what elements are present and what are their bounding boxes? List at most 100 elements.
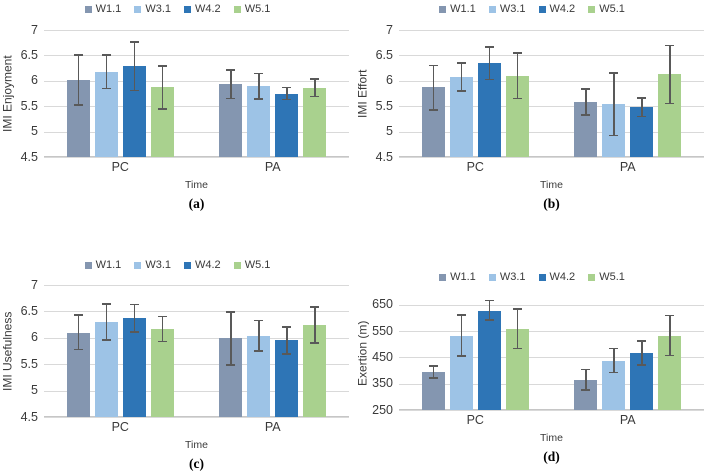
legend-swatch [134, 5, 142, 13]
legend-label: W1.1 [450, 3, 476, 15]
y-axis-tick-labels: 7 6.5 6 5.5 5 4.5 [15, 23, 44, 163]
legend: W1.1 W3.1 W4.2 W5.1 [0, 259, 355, 271]
gridline [44, 131, 349, 133]
error-bar [585, 369, 587, 391]
error-bar-cap-top [609, 347, 619, 349]
y-tick-label: 7 [31, 22, 38, 37]
error-bar-cap-top [226, 69, 236, 71]
legend-label: W4.2 [549, 3, 576, 15]
legend-item-w1.1: W1.1 [439, 271, 476, 283]
error-bar [77, 54, 79, 106]
bar-slot-w4.2 [122, 285, 146, 417]
error-bar-cap-top [254, 319, 264, 322]
legend-item-w4.2: W4.2 [184, 259, 221, 271]
y-tick-label: 5 [31, 124, 38, 139]
error-bar [286, 87, 288, 100]
error-bar-cap-bottom [609, 134, 619, 137]
y-tick-label: 7 [386, 22, 393, 37]
y-axis-tick-labels: 7 6.5 6 5.5 5 4.5 [370, 23, 399, 163]
gridline [44, 80, 349, 82]
error-bar-cap-bottom [456, 90, 466, 92]
legend-swatch [233, 5, 241, 13]
plot-area [44, 285, 350, 418]
error-bar [585, 88, 587, 115]
plot-area [44, 30, 349, 158]
error-bar-cap-top [428, 64, 438, 67]
error-bar-cap-top [581, 368, 591, 370]
error-bar-cap-top [310, 78, 320, 80]
bar-w1.1-pc [421, 87, 445, 157]
bar-w1.1-pa [219, 84, 243, 157]
x-category-labels: PC PA [399, 161, 704, 174]
category-label-pc: PC [111, 420, 129, 434]
bar-group-pa [552, 30, 705, 157]
legend-label: W1.1 [95, 259, 122, 271]
y-tick-label: 6 [386, 73, 393, 88]
chart-body: Exertion (m) 650 550 450 350 250 [355, 297, 709, 416]
x-axis-line [399, 409, 704, 410]
legend-swatch [134, 261, 142, 269]
category-label-pa: PA [619, 413, 636, 427]
legend-label: W4.2 [549, 271, 576, 283]
legend-swatch [488, 5, 496, 13]
error-bar [230, 70, 232, 99]
gridline [44, 390, 349, 392]
legend-item-w4.2: W4.2 [184, 3, 221, 15]
legend-item-w1.1: W1.1 [439, 3, 476, 15]
x-axis-line [44, 156, 349, 157]
error-bar [641, 98, 643, 117]
gridline [399, 157, 704, 158]
gridline [44, 417, 349, 418]
bar-slot-w1.1 [219, 285, 243, 417]
gridline [44, 30, 349, 31]
bar-w3.1-pc [449, 76, 473, 157]
legend-label: W3.1 [499, 3, 526, 15]
legend-swatch [84, 5, 92, 13]
gridline [399, 304, 704, 306]
error-bar [460, 63, 462, 91]
error-bar [314, 307, 316, 344]
error-bar-cap-top [637, 97, 647, 99]
error-bar [314, 78, 316, 97]
bar-w4.2-pa [275, 93, 299, 157]
bar-w3.1-pc [94, 71, 118, 157]
error-bar-cap-bottom [73, 104, 83, 106]
bar-w1.1-pa [219, 338, 243, 417]
error-bar [161, 66, 163, 109]
error-bar [516, 309, 518, 349]
bar-w5.1-pa [658, 336, 682, 410]
bar-w5.1-pc [150, 328, 174, 417]
error-bar-cap-bottom [254, 98, 264, 100]
error-bar [133, 304, 135, 332]
bar-w1.1-pc [421, 371, 445, 410]
error-bar-cap-top [157, 65, 167, 67]
bar-w3.1-pc [449, 336, 473, 410]
error-bar [258, 73, 260, 100]
x-axis-title: Time [540, 432, 563, 444]
bar-group-pa [197, 285, 350, 417]
y-tick-label: 5 [386, 124, 393, 139]
y-axis-title: Exertion (m) [355, 320, 370, 387]
legend-swatch [588, 5, 596, 13]
bar-slot-w4.2 [275, 285, 299, 417]
legend-label: W3.1 [145, 259, 171, 271]
chart-body: IMI Enjoyment 7 6.5 6 5.5 5 4.5 [0, 23, 355, 163]
plot-area [399, 297, 704, 411]
error-bar-cap-bottom [428, 109, 438, 111]
chart-panel-a-imi-enjoyment: W1.1 W3.1 W4.2 W5.1 IMI Enjoyment 7 6.5 6 5.5 5… [0, 0, 355, 238]
error-bar-cap-bottom [101, 339, 111, 341]
legend: W1.1 W3.1 W4.2 W5.1 [355, 271, 709, 283]
y-tick-label: 6 [31, 330, 38, 345]
chart-body: IMI Effort 7 6.5 6 5.5 5 4.5 [355, 23, 709, 163]
bar-slot-w1.1 [421, 297, 445, 410]
error-bar-cap-bottom [456, 355, 466, 357]
y-tick-label: 4.5 [20, 409, 38, 424]
error-bar-cap-top [484, 299, 494, 302]
bar-w5.1-pa [303, 87, 327, 157]
error-bar-cap-bottom [157, 340, 167, 343]
plot-area [399, 30, 705, 158]
gridline [399, 357, 704, 359]
error-bar-cap-top [512, 52, 522, 54]
bar-slot-w1.1 [66, 285, 90, 417]
error-bar [230, 311, 232, 365]
